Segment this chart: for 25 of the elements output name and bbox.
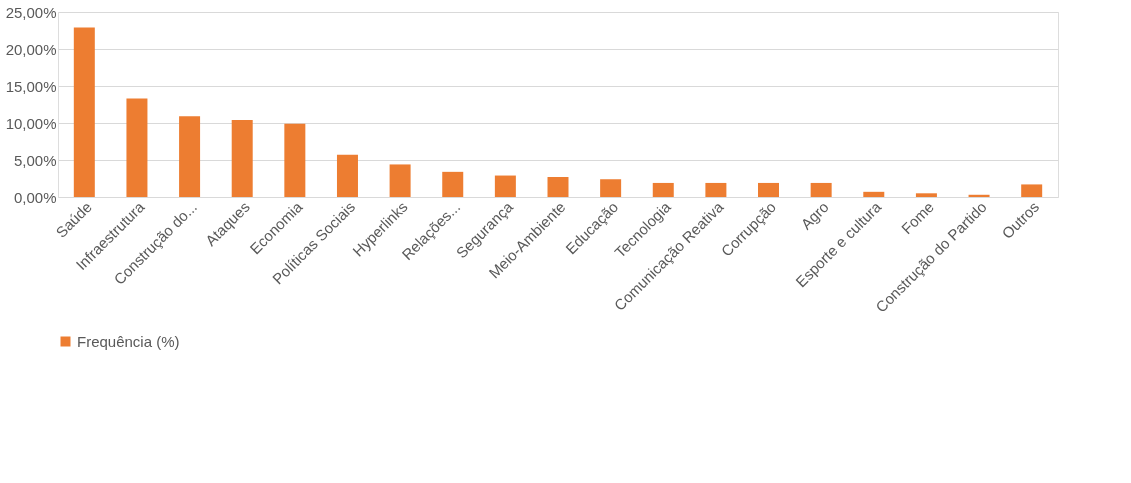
y-tick-label: 10,00% [5, 114, 57, 132]
bar [73, 27, 95, 197]
bar [442, 171, 464, 197]
bar [758, 182, 780, 197]
bar [600, 179, 622, 197]
bar [389, 164, 411, 197]
bar [336, 154, 358, 197]
y-tick-label: 0,00% [13, 188, 57, 206]
bar [231, 120, 253, 197]
bar [179, 116, 201, 197]
bar [284, 123, 306, 197]
bar [915, 193, 937, 197]
bar [126, 98, 148, 197]
bar [494, 175, 516, 197]
bar [863, 191, 885, 197]
bar [547, 177, 569, 197]
bar [810, 182, 832, 197]
y-tick-label: 20,00% [5, 40, 57, 58]
y-tick-label: 25,00% [5, 3, 57, 21]
y-tick-label: 5,00% [13, 151, 57, 169]
y-tick-label: 15,00% [5, 77, 57, 95]
bar [705, 182, 727, 197]
bar [652, 182, 674, 197]
bar [1021, 184, 1043, 197]
legend-label: Frequência (%) [77, 332, 180, 350]
